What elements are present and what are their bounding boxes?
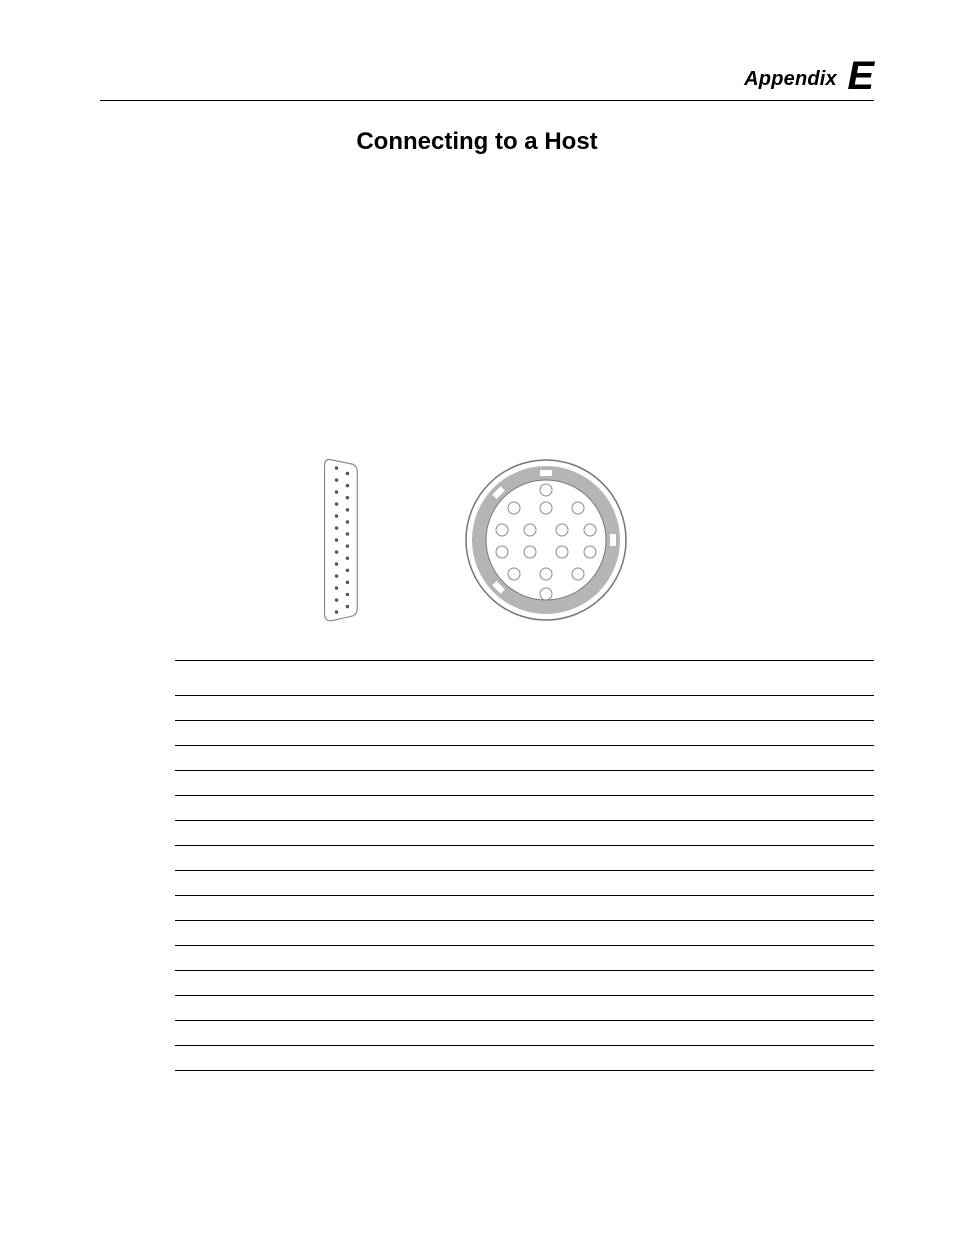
table-row [175, 745, 874, 770]
table-cell [175, 661, 265, 695]
diagram-row [0, 450, 954, 630]
table-cell [355, 661, 445, 695]
table-row [175, 770, 874, 795]
table-cell [355, 946, 445, 970]
table-row [175, 995, 874, 1020]
table-cell [355, 971, 445, 995]
dsub-connector-icon [318, 455, 366, 625]
table-cell [355, 821, 445, 845]
table-cell [265, 921, 355, 945]
table-cell [265, 796, 355, 820]
table-cell [265, 871, 355, 895]
table-cell [355, 896, 445, 920]
table-cell [355, 771, 445, 795]
table-cell [355, 871, 445, 895]
table-cell [445, 896, 874, 920]
table-cell [445, 946, 874, 970]
table-cell [355, 721, 445, 745]
table-cell [355, 921, 445, 945]
table-cell [265, 1046, 355, 1070]
header-rule [100, 100, 874, 101]
table-cell [265, 971, 355, 995]
table-cell [175, 1046, 265, 1070]
table-cell [175, 821, 265, 845]
table-cell [355, 846, 445, 870]
table-cell [445, 821, 874, 845]
pinout-table [175, 660, 874, 1071]
table-row [175, 1045, 874, 1071]
table-row [175, 895, 874, 920]
table-cell [445, 846, 874, 870]
table-cell [265, 946, 355, 970]
table-cell [355, 996, 445, 1020]
table-cell [175, 996, 265, 1020]
table-cell [265, 721, 355, 745]
table-cell [445, 1046, 874, 1070]
table-cell [265, 846, 355, 870]
appendix-letter: E [847, 54, 874, 98]
page-header: Appendix E [100, 60, 874, 101]
circular-connector-icon [456, 450, 636, 630]
appendix-label: Appendix E [744, 54, 874, 99]
table-row [175, 795, 874, 820]
table-cell [445, 696, 874, 720]
table-cell [355, 1046, 445, 1070]
table-cell [355, 796, 445, 820]
appendix-word: Appendix [744, 68, 837, 90]
table-cell [445, 871, 874, 895]
table-cell [175, 1021, 265, 1045]
table-cell [355, 1021, 445, 1045]
table-cell [175, 971, 265, 995]
table-row [175, 945, 874, 970]
table-cell [445, 1021, 874, 1045]
table-cell [175, 746, 265, 770]
table-row [175, 720, 874, 745]
table-cell [445, 996, 874, 1020]
table-cell [175, 771, 265, 795]
table-cell [265, 996, 355, 1020]
table-cell [265, 896, 355, 920]
table-cell [445, 971, 874, 995]
table-row [175, 870, 874, 895]
table-cell [175, 921, 265, 945]
table-cell [445, 661, 874, 695]
table-cell [445, 771, 874, 795]
table-cell [265, 771, 355, 795]
table-cell [355, 746, 445, 770]
table-cell [355, 696, 445, 720]
table-cell [175, 696, 265, 720]
table-cell [175, 796, 265, 820]
table-row [175, 695, 874, 720]
page-root: Appendix E Connecting to a Host [0, 0, 954, 1235]
table-cell [445, 921, 874, 945]
table-header-row [175, 660, 874, 695]
table-row [175, 920, 874, 945]
table-row [175, 970, 874, 995]
table-cell [175, 721, 265, 745]
table-cell [265, 696, 355, 720]
table-cell [175, 946, 265, 970]
table-cell [175, 871, 265, 895]
table-cell [265, 661, 355, 695]
table-row [175, 820, 874, 845]
table-cell [265, 821, 355, 845]
table-row [175, 1020, 874, 1045]
table-cell [445, 721, 874, 745]
table-cell [265, 746, 355, 770]
page-title: Connecting to a Host [0, 128, 954, 156]
table-cell [445, 796, 874, 820]
table-cell [445, 746, 874, 770]
table-row [175, 845, 874, 870]
table-cell [265, 1021, 355, 1045]
table-cell [175, 896, 265, 920]
table-cell [175, 846, 265, 870]
